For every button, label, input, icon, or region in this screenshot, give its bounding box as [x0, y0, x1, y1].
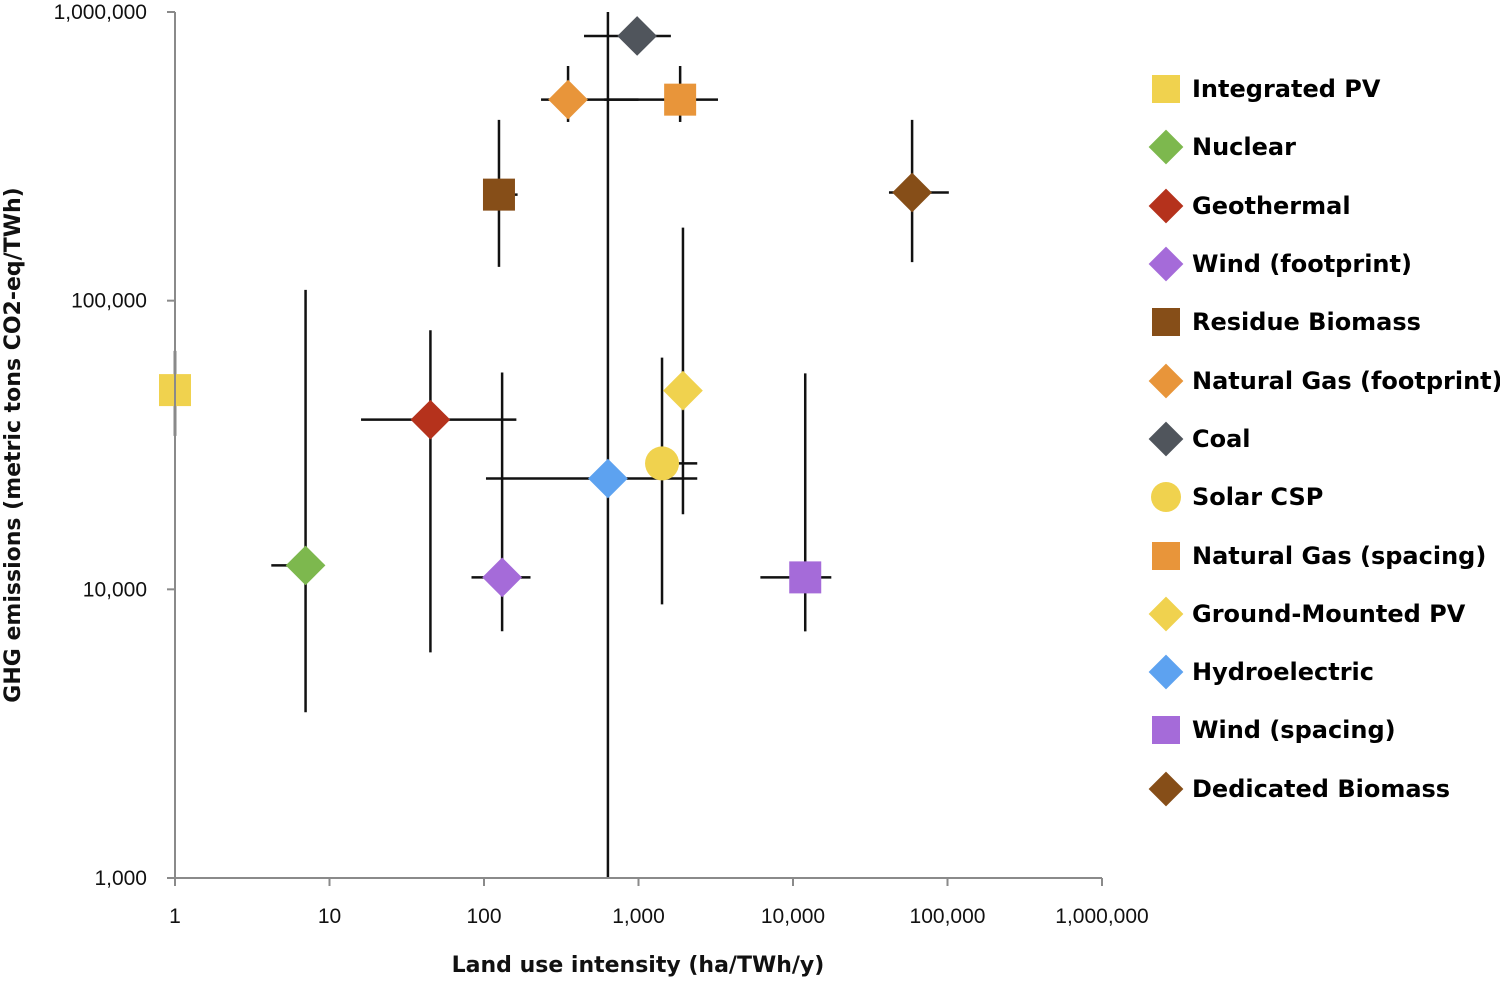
marker-geothermal — [410, 399, 451, 440]
legend-item-hydroelectric: Hydroelectric — [1148, 643, 1500, 701]
x-tick-label: 1,000 — [612, 905, 665, 928]
y-tick-label: 1,000 — [94, 867, 147, 890]
legend-marker — [1152, 716, 1180, 745]
y-tick-label: 10,000 — [83, 578, 147, 601]
legend-label: Wind (footprint) — [1192, 250, 1412, 279]
marker-wind-spacing — [789, 561, 822, 594]
legend-swatch-circle-icon — [1151, 482, 1181, 513]
marker-dedicated-biomass — [892, 172, 932, 213]
x-tick-label: 100,000 — [910, 905, 986, 928]
legend-swatch-square-icon — [1152, 308, 1180, 337]
marker-wind-footprint — [482, 557, 522, 598]
legend-swatch-diamond-icon — [1148, 130, 1184, 165]
legend-marker — [1148, 771, 1184, 807]
marker-ground-mounted-pv — [663, 370, 703, 411]
legend-marker — [1148, 654, 1184, 690]
legend-label: Nuclear — [1192, 133, 1296, 162]
legend-swatch-diamond-icon — [1148, 363, 1184, 398]
legend-item-wind-spacing: Wind (spacing) — [1148, 701, 1500, 759]
marker-solar-csp — [645, 446, 680, 481]
legend-swatch-diamond-icon — [1148, 246, 1184, 282]
x-tick-label: 10 — [318, 905, 341, 928]
legend-item-geothermal: Geothermal — [1148, 177, 1500, 235]
error-bars — [173, 12, 949, 878]
legend-label: Geothermal — [1192, 191, 1351, 220]
legend-marker — [1148, 363, 1184, 398]
axes: 1 10 100 1,000 10,000 100,000 1,000,000 1,000 10… — [54, 1, 1149, 928]
marker-hydroelectric — [588, 458, 628, 499]
y-tick-label: 1,000,000 — [54, 1, 147, 24]
legend-swatch-diamond-icon — [1148, 654, 1184, 690]
marker-nuclear — [285, 545, 326, 586]
legend-marker — [1148, 130, 1184, 165]
legend-marker — [1152, 541, 1180, 570]
legend-label: Wind (spacing) — [1192, 716, 1396, 745]
x-tick-label: 100 — [466, 905, 501, 928]
legend-label: Dedicated Biomass — [1192, 774, 1451, 803]
legend-marker — [1148, 421, 1184, 457]
marker-natural-gas-spacing — [664, 83, 697, 116]
x-tick-label: 10,000 — [761, 905, 825, 928]
legend-label: Integrated PV — [1192, 75, 1381, 104]
legend-marker — [1148, 596, 1184, 632]
legend-label: Hydroelectric — [1192, 658, 1375, 687]
legend-item-natural-gas-footprint: Natural Gas (footprint) — [1148, 351, 1500, 409]
legend-item-integrated-pv: Integrated PV — [1148, 60, 1500, 118]
legend-marker — [1152, 75, 1180, 104]
legend-label: Ground-Mounted PV — [1192, 599, 1466, 628]
marker-residue-biomass — [482, 178, 515, 211]
legend-marker — [1148, 246, 1184, 282]
legend-label: Natural Gas (spacing) — [1192, 541, 1487, 570]
legend-swatch-diamond-icon — [1148, 188, 1184, 224]
legend-marker — [1151, 482, 1181, 513]
legend-swatch-square-icon — [1152, 716, 1180, 745]
legend-item-wind-footprint: Wind (footprint) — [1148, 235, 1500, 293]
legend-item-dedicated-biomass: Dedicated Biomass — [1148, 760, 1500, 818]
legend: Integrated PV Nuclear Geothermal Wind (foot… — [1148, 60, 1500, 818]
y-tick-label: 100,000 — [71, 290, 147, 313]
legend-item-nuclear: Nuclear — [1148, 118, 1500, 176]
legend-item-residue-biomass: Residue Biomass — [1148, 293, 1500, 351]
legend-swatch-square-icon — [1152, 541, 1180, 570]
legend-swatch-diamond-icon — [1148, 596, 1184, 632]
x-axis-title: Land use intensity (ha/TWh/y) — [452, 953, 825, 978]
legend-swatch-diamond-icon — [1148, 771, 1184, 807]
legend-item-ground-mounted-pv: Ground-Mounted PV — [1148, 585, 1500, 643]
legend-swatch-diamond-icon — [1148, 421, 1184, 457]
marker-natural-gas-footprint — [548, 79, 588, 120]
legend-label: Coal — [1192, 424, 1251, 453]
x-tick-label: 1,000,000 — [1055, 905, 1148, 928]
legend-label: Residue Biomass — [1192, 308, 1421, 337]
legend-swatch-square-icon — [1152, 75, 1180, 104]
legend-label: Solar CSP — [1192, 483, 1324, 512]
legend-item-solar-csp: Solar CSP — [1148, 468, 1500, 526]
legend-marker — [1148, 188, 1184, 224]
legend-marker — [1152, 308, 1180, 337]
marker-coal — [617, 16, 657, 56]
legend-item-natural-gas-spacing: Natural Gas (spacing) — [1148, 526, 1500, 584]
x-tick-label: 1 — [169, 905, 181, 928]
markers — [159, 16, 932, 598]
legend-label: Natural Gas (footprint) — [1192, 366, 1500, 395]
y-axis-title: GHG emissions (metric tons CO2-eq/TWh) — [1, 187, 26, 702]
legend-item-coal: Coal — [1148, 410, 1500, 468]
